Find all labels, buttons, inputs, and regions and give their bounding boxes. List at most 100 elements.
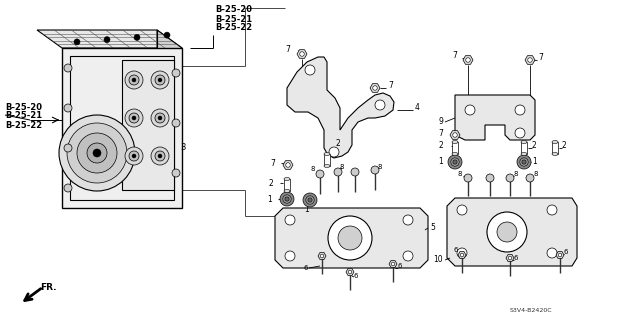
Circle shape (87, 143, 107, 163)
Ellipse shape (284, 189, 290, 192)
Circle shape (528, 58, 532, 62)
Circle shape (320, 254, 324, 258)
Circle shape (77, 133, 117, 173)
Circle shape (158, 78, 162, 82)
Circle shape (371, 166, 379, 174)
Circle shape (448, 155, 462, 169)
Circle shape (453, 160, 457, 164)
Text: 1: 1 (532, 158, 537, 167)
Circle shape (74, 39, 80, 45)
Ellipse shape (324, 165, 330, 167)
Circle shape (547, 248, 557, 258)
Circle shape (151, 71, 169, 89)
Text: 8: 8 (340, 164, 344, 170)
Circle shape (151, 109, 169, 127)
Text: 8: 8 (514, 171, 518, 177)
Circle shape (308, 198, 312, 202)
Bar (552, 142, 558, 154)
Circle shape (132, 154, 136, 158)
Text: 6: 6 (354, 273, 358, 279)
Text: 7: 7 (452, 50, 457, 60)
Text: B-25-21: B-25-21 (215, 14, 252, 24)
Bar (284, 179, 290, 191)
Bar (452, 142, 458, 154)
Text: B-25-22: B-25-22 (5, 121, 42, 130)
Circle shape (164, 32, 170, 38)
Circle shape (64, 104, 72, 112)
Polygon shape (506, 255, 514, 262)
Polygon shape (463, 56, 473, 64)
Circle shape (125, 147, 143, 165)
Circle shape (172, 119, 180, 127)
Text: S3V4-B2420C: S3V4-B2420C (510, 308, 552, 314)
Text: 7: 7 (270, 159, 275, 167)
Text: 1: 1 (268, 195, 272, 204)
Text: 8: 8 (378, 164, 383, 170)
Circle shape (517, 155, 531, 169)
Ellipse shape (324, 152, 330, 155)
Circle shape (64, 184, 72, 192)
Text: 4: 4 (415, 102, 420, 112)
Polygon shape (283, 161, 293, 169)
Circle shape (158, 154, 162, 158)
Text: 7: 7 (538, 54, 543, 63)
Circle shape (465, 105, 475, 115)
Text: 7: 7 (285, 46, 290, 55)
Ellipse shape (552, 152, 558, 155)
Circle shape (305, 65, 315, 75)
Polygon shape (37, 30, 182, 48)
Circle shape (132, 116, 136, 120)
Text: 2: 2 (562, 142, 567, 151)
Circle shape (172, 69, 180, 77)
Ellipse shape (452, 140, 458, 144)
Polygon shape (318, 253, 326, 259)
Text: 8: 8 (310, 166, 315, 172)
Circle shape (306, 196, 314, 204)
Circle shape (155, 113, 165, 123)
Circle shape (457, 248, 467, 258)
Circle shape (125, 109, 143, 127)
Text: 2: 2 (268, 179, 273, 188)
Text: 6: 6 (454, 247, 458, 253)
Text: 6: 6 (564, 249, 568, 255)
Bar (62, 48, 182, 208)
Polygon shape (297, 50, 307, 58)
Circle shape (451, 158, 460, 166)
Circle shape (520, 158, 528, 166)
Circle shape (329, 147, 339, 157)
Polygon shape (447, 198, 577, 266)
Polygon shape (455, 95, 535, 140)
Circle shape (334, 168, 342, 176)
Circle shape (104, 37, 110, 43)
Circle shape (134, 34, 140, 41)
Circle shape (155, 75, 165, 85)
Text: 1: 1 (305, 205, 309, 214)
Circle shape (351, 168, 359, 176)
Circle shape (172, 169, 180, 177)
Circle shape (460, 253, 464, 257)
Text: 1: 1 (438, 158, 443, 167)
Circle shape (59, 115, 135, 191)
Ellipse shape (521, 140, 527, 144)
Text: 10: 10 (433, 256, 443, 264)
Polygon shape (556, 252, 564, 258)
Circle shape (67, 123, 127, 183)
Circle shape (285, 215, 295, 225)
Circle shape (558, 253, 562, 257)
Polygon shape (287, 57, 394, 158)
Polygon shape (275, 208, 428, 268)
Circle shape (285, 197, 289, 201)
Circle shape (158, 116, 162, 120)
Circle shape (155, 151, 165, 161)
Text: 9: 9 (438, 117, 443, 127)
Text: 7: 7 (438, 129, 443, 137)
Circle shape (300, 52, 304, 56)
Circle shape (64, 64, 72, 72)
Polygon shape (525, 56, 535, 64)
Text: 7: 7 (388, 81, 393, 91)
Text: 8: 8 (533, 171, 538, 177)
Polygon shape (450, 131, 460, 139)
Text: 8: 8 (458, 171, 462, 177)
Text: 3: 3 (180, 144, 186, 152)
Circle shape (132, 78, 136, 82)
